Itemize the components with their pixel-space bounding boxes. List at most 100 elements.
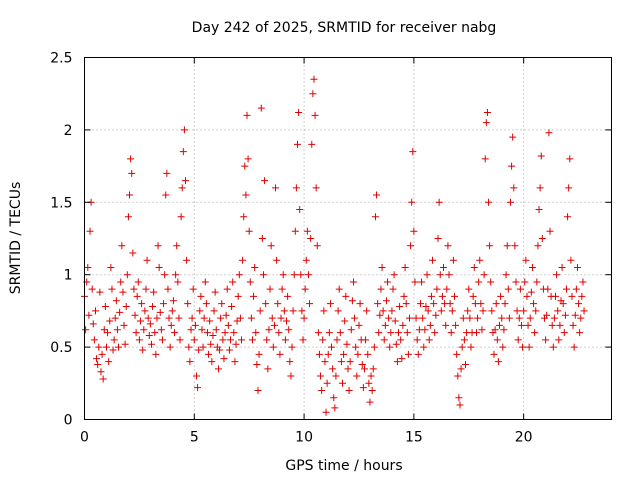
data-point <box>234 292 242 300</box>
data-point <box>222 311 230 319</box>
data-point <box>161 271 169 279</box>
data-point <box>465 285 473 293</box>
data-point <box>274 300 282 308</box>
data-point <box>405 314 413 322</box>
data-point <box>400 292 408 300</box>
data-point <box>544 285 552 293</box>
grid <box>84 57 612 420</box>
data-point <box>410 227 418 235</box>
data-point <box>490 350 498 358</box>
data-point <box>325 329 333 337</box>
data-point <box>346 358 354 366</box>
data-point <box>211 288 219 296</box>
data-point <box>436 271 444 279</box>
data-point <box>385 314 393 322</box>
data-point <box>115 343 123 351</box>
data-point <box>328 343 336 351</box>
data-point <box>160 300 168 308</box>
data-point <box>368 387 376 395</box>
data-point <box>569 321 577 329</box>
data-point <box>515 314 523 322</box>
data-point <box>303 227 311 235</box>
data-point <box>359 384 367 392</box>
data-point <box>456 401 464 409</box>
data-point <box>564 213 572 221</box>
data-point <box>205 350 213 358</box>
data-point <box>291 227 299 235</box>
data-point <box>176 336 184 344</box>
data-point <box>342 292 350 300</box>
data-point <box>293 140 301 148</box>
data-point <box>449 256 457 264</box>
data-point <box>284 292 292 300</box>
data-point <box>362 336 370 344</box>
data-point <box>419 314 427 322</box>
data-point <box>352 343 360 351</box>
data-point <box>377 285 385 293</box>
data-point <box>497 292 505 300</box>
data-point <box>123 271 131 279</box>
data-point <box>104 329 112 337</box>
x-tick-label: 20 <box>515 430 533 446</box>
data-point <box>570 343 578 351</box>
data-point <box>450 292 458 300</box>
data-point <box>525 343 533 351</box>
data-point <box>309 90 317 98</box>
data-point <box>321 358 329 366</box>
y-tick-label: 1 <box>64 268 73 284</box>
data-point <box>472 329 480 337</box>
data-point <box>288 343 296 351</box>
data-point <box>474 314 482 322</box>
data-point <box>386 343 394 351</box>
data-point <box>122 303 130 311</box>
data-point <box>166 343 174 351</box>
data-point <box>363 307 371 315</box>
data-point <box>380 336 388 344</box>
data-point <box>108 285 116 293</box>
data-point <box>425 336 433 344</box>
data-point <box>220 355 228 363</box>
data-point <box>388 307 396 315</box>
data-point <box>538 235 546 242</box>
data-point <box>470 263 478 271</box>
data-point <box>550 314 558 322</box>
data-point <box>432 311 440 319</box>
data-point <box>203 329 211 337</box>
data-point <box>381 321 389 329</box>
data-point <box>391 317 399 325</box>
data-point <box>312 184 320 192</box>
data-point <box>102 343 110 351</box>
data-point <box>150 288 158 296</box>
data-point <box>93 355 101 363</box>
data-point <box>480 271 488 279</box>
data-point <box>548 321 556 329</box>
data-point <box>354 350 362 358</box>
data-point <box>440 263 448 271</box>
data-point <box>98 350 106 358</box>
data-point <box>197 292 205 300</box>
data-point <box>143 256 151 264</box>
data-point <box>286 358 294 366</box>
data-point <box>217 314 225 322</box>
data-point <box>133 292 141 300</box>
data-point <box>214 365 222 373</box>
data-point <box>426 321 434 329</box>
data-point <box>101 303 109 311</box>
data-point <box>99 375 107 383</box>
data-point <box>376 311 384 319</box>
data-point <box>422 303 430 311</box>
data-point <box>82 326 90 334</box>
data-point <box>85 311 93 319</box>
data-point <box>126 191 134 199</box>
data-point <box>476 256 484 264</box>
data-point <box>543 311 551 319</box>
data-point <box>508 162 516 170</box>
data-point <box>107 263 115 271</box>
data-point <box>488 307 496 315</box>
data-point <box>270 321 278 329</box>
data-point <box>94 360 102 368</box>
data-point <box>491 326 499 334</box>
data-point <box>379 307 387 315</box>
data-point <box>390 271 398 279</box>
data-point <box>498 314 506 322</box>
